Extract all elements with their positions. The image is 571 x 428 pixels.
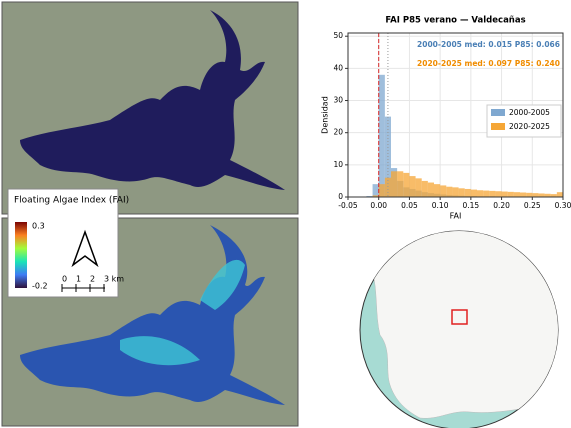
histogram-bar (502, 192, 508, 197)
y-tick-label: 0 (338, 192, 343, 201)
y-axis-label: Densidad (321, 96, 330, 134)
x-tick-label: 0.30 (555, 201, 571, 210)
x-tick-label: 0.10 (432, 201, 449, 210)
scale-label: 0 (62, 275, 67, 284)
chart-title: FAI P85 verano — Valdecañas (385, 16, 525, 26)
histogram-bar (489, 191, 495, 197)
histogram-bar (446, 187, 452, 197)
legend-label: 2000-2005 (509, 108, 550, 117)
x-tick-label: -0.05 (338, 201, 358, 210)
x-axis-label: FAI (450, 212, 462, 221)
x-tick-label: 0.05 (401, 201, 418, 210)
locator-land (372, 230, 570, 418)
annotation: 2000-2005 med: 0.015 P85: 0.066 (417, 40, 560, 49)
scale-label: 1 (76, 275, 81, 284)
histogram-bar (379, 75, 385, 197)
histogram-bar (428, 183, 434, 197)
histogram-bar (532, 193, 538, 197)
annotation: 2020-2025 med: 0.097 P85: 0.240 (417, 59, 560, 68)
histogram-bar (526, 193, 532, 197)
histogram-bar (471, 190, 477, 197)
colorbar (15, 222, 27, 288)
histogram-bar (379, 184, 385, 197)
histogram-bar (452, 187, 458, 197)
histogram-bar (440, 185, 446, 197)
y-tick-label: 20 (333, 128, 343, 137)
histogram-bar (416, 178, 422, 197)
legend-swatch (491, 109, 505, 116)
legend-label: 2020-2025 (509, 122, 550, 131)
x-tick-label: 0.15 (463, 201, 480, 210)
histogram-bar (477, 190, 483, 197)
scale-label: 2 (90, 275, 95, 284)
y-tick-label: 10 (333, 160, 343, 169)
scale-label: 3 km (104, 275, 124, 284)
y-tick-label: 50 (333, 31, 343, 40)
x-tick-label: 0.20 (493, 201, 510, 210)
histogram-bar (391, 171, 397, 197)
y-tick-label: 30 (333, 96, 343, 105)
figure: Floating Algae Index (FAI) 0.3 -0.2 0123… (0, 0, 571, 428)
y-tick-label: 40 (333, 63, 343, 72)
histogram-bar (459, 188, 465, 197)
histogram-bar (557, 192, 563, 197)
colorbar-max: 0.3 (32, 222, 45, 231)
histogram-bar (495, 191, 501, 197)
histogram-bar (434, 184, 440, 197)
histogram-bar (514, 192, 520, 197)
histogram-bar (397, 171, 403, 197)
histogram-bar (538, 193, 544, 197)
histogram-bar (508, 192, 514, 197)
histogram-bar (403, 173, 409, 197)
histogram-bar (373, 184, 379, 197)
x-tick-label: 0.25 (524, 201, 541, 210)
legend-title: Floating Algae Index (FAI) (14, 196, 129, 206)
histogram-bar (409, 176, 415, 197)
legend-swatch (491, 123, 505, 130)
colorbar-min: -0.2 (32, 282, 48, 291)
histogram-bar (422, 181, 428, 197)
histogram-bar (483, 191, 489, 197)
histogram-bar (520, 192, 526, 197)
histogram-bar (465, 189, 471, 197)
x-tick-label: 0.00 (370, 201, 387, 210)
